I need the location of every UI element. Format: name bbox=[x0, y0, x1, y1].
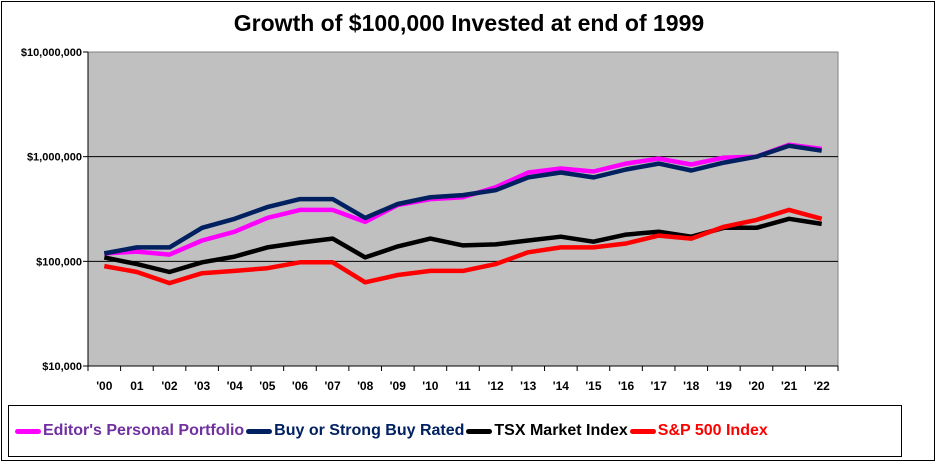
x-tick-label: 01 bbox=[130, 379, 144, 393]
legend-item: Buy or Strong Buy Rated bbox=[246, 422, 464, 440]
legend-label: S&P 500 Index bbox=[657, 422, 768, 439]
x-tick-label: '09 bbox=[390, 379, 407, 393]
x-tick-label: '10 bbox=[422, 379, 439, 393]
legend-item: Editor's Personal Portfolio bbox=[15, 422, 244, 440]
legend-label: TSX Market Index bbox=[494, 422, 628, 439]
x-tick-label: '11 bbox=[455, 379, 471, 393]
x-tick-label: '15 bbox=[585, 379, 602, 393]
legend-swatch bbox=[466, 428, 493, 434]
legend-swatch bbox=[246, 428, 273, 434]
series-line bbox=[103, 143, 823, 256]
legend-label: Buy or Strong Buy Rated bbox=[274, 422, 465, 439]
chart-title: Growth of $100,000 Invested at end of 19… bbox=[233, 10, 705, 36]
y-tick-label: $100,000 bbox=[36, 256, 82, 268]
legend-swatch bbox=[629, 428, 656, 434]
x-tick-label: '21 bbox=[781, 379, 798, 393]
x-tick-label: '12 bbox=[488, 379, 505, 393]
series-line bbox=[103, 207, 823, 286]
x-tick-label: '17 bbox=[651, 379, 668, 393]
x-tick-label: '20 bbox=[748, 379, 765, 393]
legend-item: TSX Market Index bbox=[466, 422, 628, 440]
x-tick-label: '06 bbox=[292, 379, 309, 393]
x-tick-label: '22 bbox=[814, 379, 831, 393]
x-tick-label: '13 bbox=[520, 379, 537, 393]
x-tick-label: '18 bbox=[683, 379, 700, 393]
x-tick-label: '05 bbox=[259, 379, 276, 393]
x-tick-label: '16 bbox=[618, 379, 635, 393]
x-tick-label: '19 bbox=[716, 379, 733, 393]
x-tick-label: '04 bbox=[227, 379, 244, 393]
legend-item: S&P 500 Index bbox=[629, 422, 768, 440]
x-tick-label: '02 bbox=[161, 379, 178, 393]
x-tick-label: '08 bbox=[357, 379, 374, 393]
legend-label: Editor's Personal Portfolio bbox=[43, 422, 245, 439]
y-tick-label: $10,000 bbox=[42, 361, 82, 373]
x-tick-label: '00 bbox=[96, 379, 113, 393]
plot-area bbox=[87, 51, 839, 367]
x-tick-label: '14 bbox=[553, 379, 570, 393]
y-tick-label: $10,000,000 bbox=[21, 47, 82, 59]
x-tick-label: '03 bbox=[194, 379, 211, 393]
legend-swatch bbox=[15, 428, 41, 434]
x-tick-label: '07 bbox=[324, 379, 341, 393]
legend: Editor's Personal Portfolio Buy or Strong… bbox=[8, 405, 902, 457]
y-tick-label: $1,000,000 bbox=[27, 152, 82, 164]
